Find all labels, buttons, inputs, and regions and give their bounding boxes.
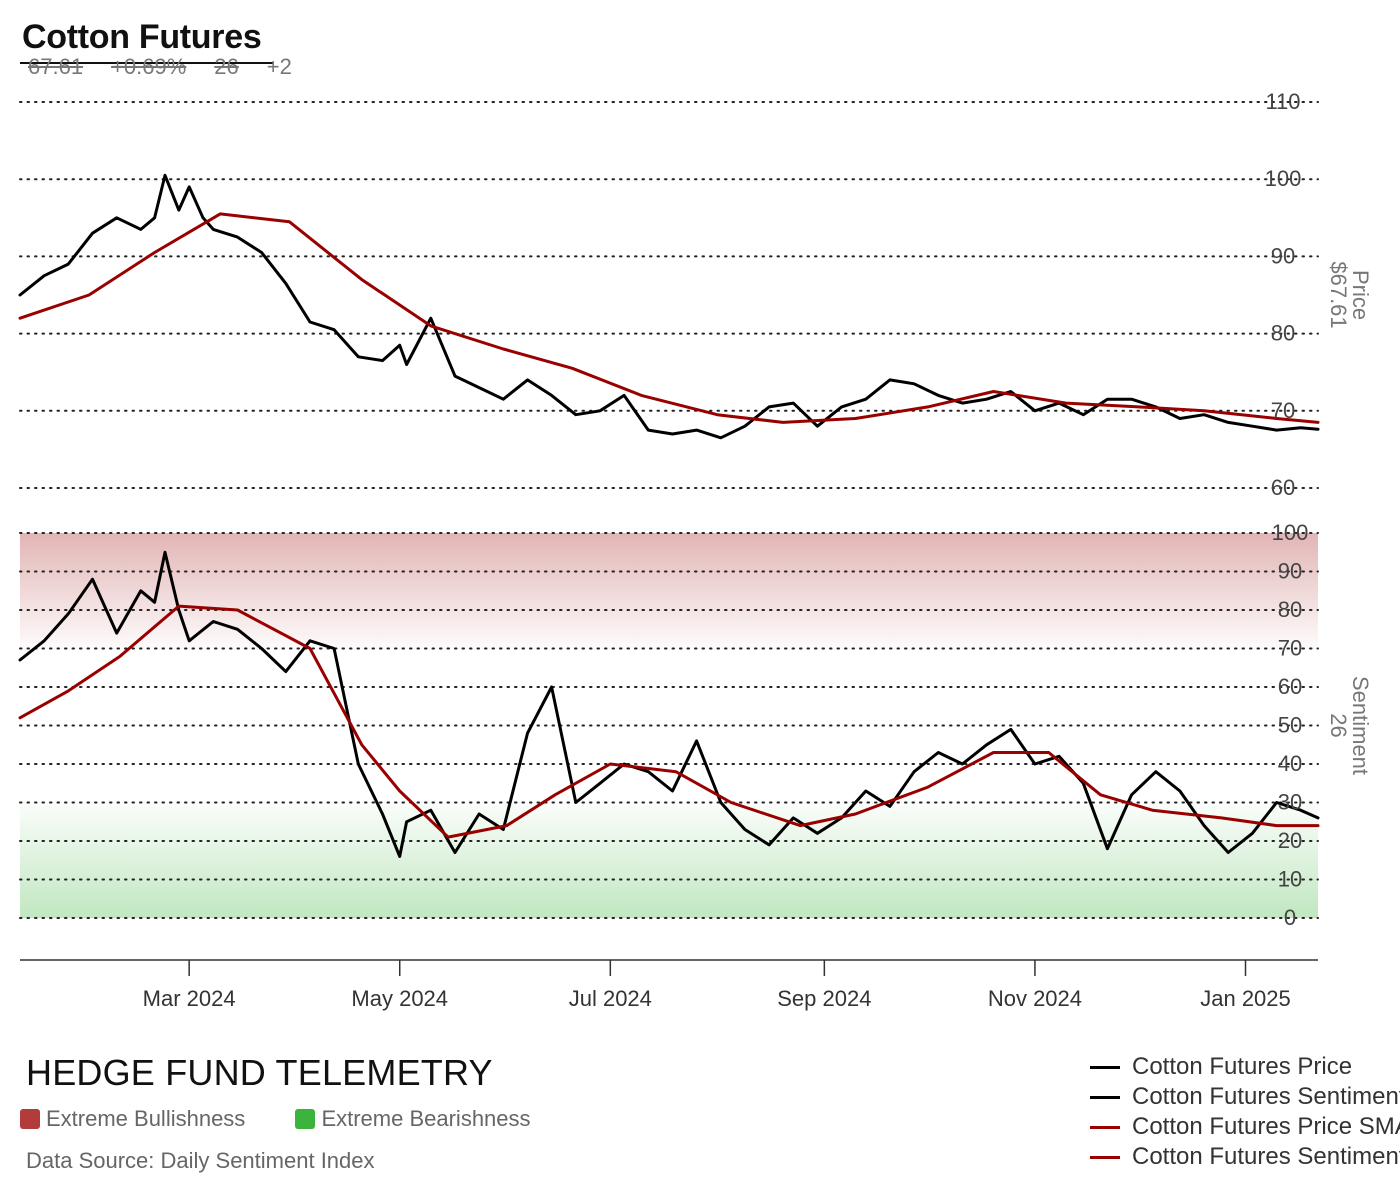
legend-line-sentiment bbox=[1090, 1095, 1120, 1099]
sentiment-axis-title: Sentiment bbox=[1348, 676, 1373, 775]
price-tick-label: 110 bbox=[1265, 89, 1300, 114]
legend-label-sentiment: Cotton Futures Sentiment bbox=[1132, 1083, 1400, 1110]
sentiment-tick-label: 100 bbox=[1272, 520, 1309, 545]
chart-title: Cotton Futures bbox=[22, 18, 262, 56]
series-legend: Cotton Futures Price Cotton Futures Sent… bbox=[1090, 1052, 1400, 1172]
bearish-swatch bbox=[295, 1109, 316, 1129]
series-cotton-futures-sentiment-sma bbox=[18, 604, 1320, 839]
bearish-label: Extreme Bearishness bbox=[321, 1106, 531, 1131]
x-tick-label: May 2024 bbox=[351, 986, 448, 1011]
data-source: Data Source: Daily Sentiment Index bbox=[26, 1148, 375, 1173]
price-tick-label: 70 bbox=[1271, 398, 1295, 423]
bullish-label: Extreme Bullishness bbox=[46, 1106, 246, 1131]
legend-item-price-sma: Cotton Futures Price SMA bbox=[1090, 1112, 1400, 1142]
price-tick-label: 100 bbox=[1265, 166, 1302, 191]
zone-legend: Extreme Bullishness Extreme Bearishness bbox=[20, 1106, 575, 1135]
legend-line-sentiment-sma bbox=[1090, 1155, 1120, 1159]
series-cotton-futures-price-sma bbox=[18, 212, 1320, 424]
x-tick-label: Jul 2024 bbox=[569, 986, 652, 1011]
legend-line-price bbox=[1090, 1065, 1120, 1069]
sentiment-tick-label: 0 bbox=[1284, 905, 1296, 930]
legend-item-sentiment: Cotton Futures Sentiment bbox=[1090, 1082, 1400, 1112]
sentiment-tick-label: 10 bbox=[1278, 867, 1302, 892]
legend-label-price-sma: Cotton Futures Price SMA bbox=[1132, 1113, 1400, 1140]
zone-legend-bullish: Extreme Bullishness bbox=[20, 1106, 245, 1132]
sentiment-tick-label: 20 bbox=[1278, 828, 1302, 853]
x-tick-label: Sep 2024 bbox=[777, 986, 871, 1011]
x-tick-label: Jan 2025 bbox=[1200, 986, 1291, 1011]
sentiment-tick-label: 40 bbox=[1278, 751, 1302, 776]
x-tick-label: Nov 2024 bbox=[988, 986, 1082, 1011]
legend-label-sentiment-sma: Cotton Futures Sentiment SMA bbox=[1132, 1143, 1400, 1170]
stat-price: 67.61 bbox=[28, 54, 84, 79]
sentiment-tick-label: 90 bbox=[1278, 559, 1302, 584]
sentiment-tick-label: 30 bbox=[1278, 790, 1302, 815]
price-axis-label: Price$67.61 bbox=[1326, 261, 1373, 328]
zone-band-bearish bbox=[20, 802, 1318, 918]
price-last-value: $67.61 bbox=[1326, 261, 1351, 328]
title-underline bbox=[20, 62, 273, 64]
chart: 60 70 80 90 100 110 0 10 20 30 40 50 60 70 80 90 100 Mar … bbox=[18, 89, 1373, 1011]
legend-line-price-sma bbox=[1090, 1125, 1120, 1129]
stat-sentiment: 26 bbox=[214, 54, 239, 79]
zone-band-bullish bbox=[20, 533, 1318, 649]
bullish-swatch bbox=[20, 1109, 40, 1129]
brand-name: HEDGE FUND TELEMETRY bbox=[26, 1052, 493, 1093]
sentiment-tick-label: 60 bbox=[1278, 674, 1302, 699]
sentiment-tick-label: 70 bbox=[1278, 636, 1302, 661]
stats-row: 67.61 +0.69% 26 +2 bbox=[28, 54, 320, 80]
legend-item-price: Cotton Futures Price bbox=[1090, 1052, 1400, 1082]
price-axis-title: Price bbox=[1348, 270, 1373, 320]
price-tick-label: 60 bbox=[1271, 475, 1295, 500]
x-tick-label: Mar 2024 bbox=[143, 986, 236, 1011]
price-tick-label: 80 bbox=[1271, 321, 1295, 346]
sentiment-tick-label: 80 bbox=[1278, 597, 1302, 622]
sentiment-last-value: 26 bbox=[1326, 713, 1351, 737]
legend-label-price: Cotton Futures Price bbox=[1132, 1053, 1353, 1080]
price-tick-label: 90 bbox=[1271, 243, 1295, 268]
legend-item-sentiment-sma: Cotton Futures Sentiment SMA bbox=[1090, 1142, 1400, 1172]
stat-sentiment-change: +2 bbox=[266, 54, 292, 79]
series-cotton-futures-price bbox=[18, 173, 1320, 440]
sentiment-tick-label: 50 bbox=[1278, 713, 1302, 738]
stat-change: +0.69% bbox=[111, 54, 187, 79]
zone-legend-bearish: Extreme Bearishness bbox=[295, 1106, 531, 1132]
